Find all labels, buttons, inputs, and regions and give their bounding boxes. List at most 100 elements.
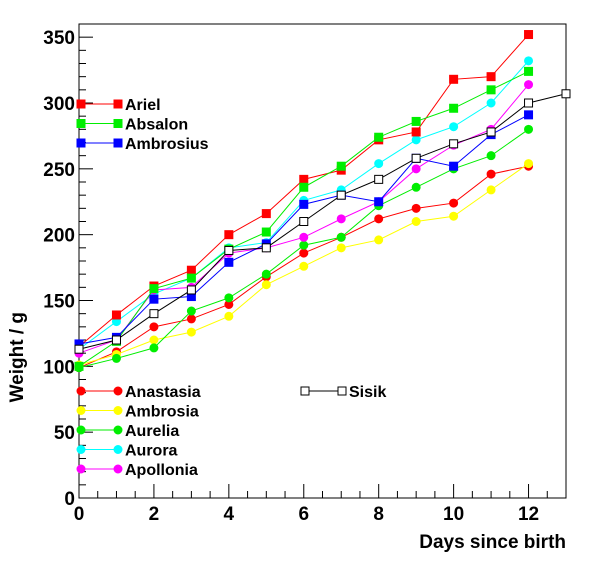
data-point — [149, 284, 159, 294]
data-point — [374, 159, 384, 169]
data-point — [261, 209, 271, 219]
data-point — [299, 199, 309, 209]
data-point — [111, 335, 121, 345]
legend-marker — [113, 119, 123, 128]
y-axis-title: Weight / g — [7, 312, 28, 402]
data-point — [224, 257, 234, 267]
legend-marker — [76, 425, 86, 435]
data-point — [524, 56, 534, 66]
data-point — [524, 30, 534, 40]
x-tick-label: 10 — [443, 504, 464, 525]
data-point — [74, 361, 84, 371]
legend-entry-aurelia: Aurelia — [76, 423, 179, 440]
legend-marker — [113, 138, 123, 148]
data-point — [149, 335, 159, 345]
data-point — [486, 151, 496, 161]
legend-entry-absalon: Absalon — [76, 117, 188, 134]
data-point — [411, 153, 421, 163]
legend-entry-ambrosius: Ambrosius — [76, 136, 209, 153]
data-point — [411, 135, 421, 145]
data-point — [149, 309, 159, 319]
data-point — [224, 311, 234, 321]
legend-marker — [76, 386, 86, 396]
data-point — [374, 132, 384, 142]
y-tick-label: 350 — [43, 28, 75, 49]
legend-marker — [76, 464, 86, 474]
legend-marker — [113, 386, 123, 396]
data-point — [486, 169, 496, 179]
legend-entry-ariel: Ariel — [76, 97, 161, 114]
data-point — [336, 214, 346, 224]
legend-marker — [76, 406, 86, 415]
legend-label: Absalon — [125, 117, 188, 134]
data-point — [299, 232, 309, 242]
data-point — [224, 230, 234, 240]
data-point — [261, 269, 271, 279]
legend-marker — [113, 406, 123, 415]
data-point — [111, 310, 121, 320]
data-point — [411, 182, 421, 192]
y-tick-label: 200 — [43, 226, 75, 247]
y-tick-label: 300 — [43, 94, 75, 115]
legend-label: Anastasia — [125, 384, 201, 401]
data-point — [186, 306, 196, 316]
series-aurelia — [74, 124, 534, 373]
legend-label: Ambrosius — [125, 136, 209, 153]
legend-entry-ambrosia: Ambrosia — [76, 404, 199, 421]
data-point — [486, 85, 496, 95]
legend-entry-anastasia: Anastasia — [76, 384, 201, 401]
data-point — [524, 66, 534, 76]
y-axis-ticks: 0 50 100 150 200 250 300 350 — [43, 23, 93, 510]
data-point — [449, 103, 459, 113]
data-point — [224, 293, 234, 303]
data-point — [224, 245, 234, 255]
data-point — [411, 164, 421, 174]
data-point — [411, 127, 421, 137]
data-point — [336, 190, 346, 200]
y-tick-label: 150 — [43, 292, 75, 313]
data-point — [336, 243, 346, 253]
legend-marker — [76, 138, 86, 148]
data-point — [261, 243, 271, 253]
data-point — [374, 214, 384, 224]
data-point — [299, 174, 309, 184]
legend-label: Apollonia — [125, 462, 198, 479]
data-point — [449, 139, 459, 149]
data-point — [524, 110, 534, 120]
x-tick-label: 12 — [518, 504, 539, 525]
legend-marker — [76, 99, 86, 109]
data-point — [261, 227, 271, 237]
data-point — [411, 116, 421, 126]
data-point — [336, 161, 346, 171]
legend-marker — [113, 425, 123, 435]
data-point — [411, 217, 421, 226]
x-tick-label: 6 — [298, 504, 309, 525]
data-point — [299, 261, 309, 271]
y-tick-label: 100 — [43, 357, 75, 378]
y-tick-label: 0 — [64, 489, 75, 510]
legend-label: Ariel — [125, 97, 161, 114]
legend-label: Sisik — [349, 384, 386, 401]
legend-label: Aurora — [125, 443, 178, 460]
data-point — [486, 98, 496, 108]
data-point — [261, 280, 271, 290]
series-line-sisik — [78, 93, 567, 350]
data-point — [186, 265, 196, 275]
data-point — [299, 240, 309, 250]
data-point — [149, 294, 159, 304]
legend-entry-aurora: Aurora — [76, 443, 178, 460]
data-point — [411, 203, 421, 213]
data-point — [74, 344, 84, 354]
legend-entry-sisik: Sisik — [300, 384, 386, 401]
x-tick-label: 4 — [224, 504, 235, 525]
legend-marker — [76, 445, 86, 454]
legend-marker — [337, 386, 347, 396]
data-point — [524, 98, 534, 108]
data-point — [524, 80, 534, 90]
series-ambrosia — [74, 159, 534, 370]
x-tick-label: 0 — [74, 504, 85, 525]
legend-marker — [113, 445, 123, 454]
data-point — [149, 343, 159, 353]
data-point — [486, 127, 496, 137]
